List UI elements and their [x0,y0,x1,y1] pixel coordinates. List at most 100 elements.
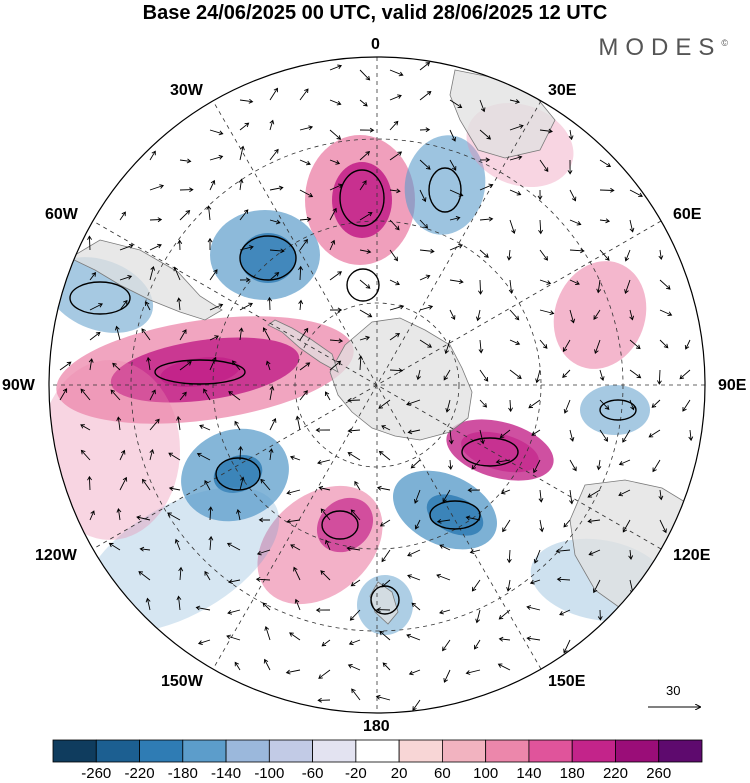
colorbar-tick-label: -220 [124,765,155,782]
colorbar-tick-label: 220 [602,765,628,782]
wind-arrow [359,69,371,81]
wind-arrow [324,391,331,401]
wind-arrow [652,459,661,473]
anomaly-region [461,431,539,473]
wind-arrow [562,369,571,379]
lon-label-30e: 30E [548,82,577,99]
wind-arrow [596,279,602,294]
wind-arrow [563,639,571,654]
lon-label-60e: 60E [673,206,702,223]
wind-arrow [87,235,92,251]
wind-arrow [269,385,275,401]
wind-arrow [539,339,548,349]
wind-arrow [378,450,391,461]
wind-arrow [658,489,664,501]
wind-arrow [375,694,391,701]
wind-arrow [262,327,271,341]
wind-arrow [381,549,391,563]
anomaly-region [80,487,280,633]
colorbar-swatch [95,739,140,763]
wind-arrow [508,279,514,294]
wind-arrow [239,145,245,161]
wind-arrow [679,369,691,380]
wind-arrow [629,369,642,379]
colorbar-swatch [615,739,660,763]
wind-arrow [599,187,615,193]
wind-arrow [376,607,391,613]
wind-arrow [624,279,631,295]
wind-arrow [597,609,603,621]
wind-arrow [262,602,271,611]
wind-arrow [495,459,511,465]
wind-arrow [442,639,451,652]
height-contours [69,167,637,615]
wind-arrow [376,485,391,491]
wind-arrow [149,389,156,401]
wind-arrow [659,519,667,534]
wind-arrow [268,448,274,461]
wind-arrow [406,399,421,406]
wind-arrow [599,429,608,442]
anomaly-region [553,261,647,369]
wind-arrow [269,87,278,101]
wind-arrow [149,418,160,431]
wind-vectors [59,61,694,711]
wind-arrow [594,339,601,355]
wind-arrow [389,69,404,77]
wind-arrow [204,570,211,581]
wind-arrow [538,219,544,235]
wind-arrow [294,598,301,611]
wind-arrow [349,609,361,621]
wind-arrow [149,265,156,281]
wind-arrow [59,388,68,401]
wind-arrow [267,296,273,311]
graticule [49,57,705,713]
wind-arrow [238,178,244,191]
colorbar-tick-label: 20 [390,765,408,782]
colorbar-tick-label: 100 [473,765,499,782]
wind-arrow [592,579,601,594]
wind-arrow [539,249,549,261]
wind-arrow [539,279,552,285]
new-zealand [369,581,399,625]
copyright-mark: © [721,38,728,48]
wind-arrow [449,189,464,197]
wind-arrow [238,327,244,341]
colorbar-tick-label: 60 [434,765,451,782]
wind-arrow [119,243,134,251]
wind-arrow [289,455,301,461]
wind-arrow [209,303,224,311]
wind-arrow [149,243,162,251]
meridian-line [212,100,542,670]
wind-arrow [234,420,241,431]
wind-arrow [539,519,545,533]
wind-arrow [419,339,433,348]
wind-arrow [359,309,373,318]
colorbar-swatch [398,739,443,763]
wind-arrow [286,518,301,524]
wind-arrow [286,489,301,495]
wind-arrow [228,391,241,401]
wind-arrow [299,216,312,222]
wind-arrow [89,510,95,521]
wind-arrow [628,549,634,560]
wind-arrow [599,249,610,261]
contour-line [339,169,385,227]
wind-arrow [622,429,631,443]
wind-arrow [119,449,126,461]
colorbar-swatch [441,739,487,763]
wind-arrow [119,211,126,221]
wind-arrow [299,327,309,341]
wind-arrow [298,265,303,281]
wind-arrow [657,369,662,385]
wind-arrow [556,576,571,582]
wind-arrow [290,544,301,551]
wind-arrow [145,301,151,311]
colorbar-swatch [225,739,270,763]
wind-arrow [359,279,371,289]
colorbar-swatch [139,739,184,763]
wind-arrow [659,279,671,290]
wind-arrow [89,331,101,341]
wind-arrow [299,189,314,198]
